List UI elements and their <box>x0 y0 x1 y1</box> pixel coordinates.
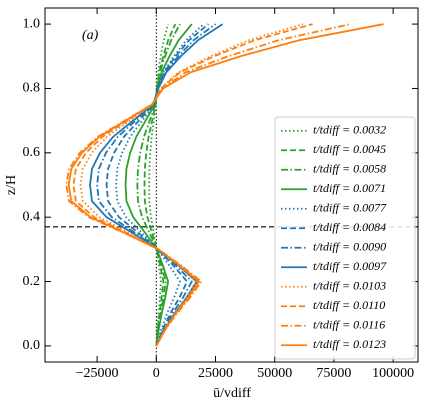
legend-label: t/tdiff = 0.0123 <box>313 337 386 351</box>
y-tick-label: 0.2 <box>23 274 41 289</box>
series-line <box>65 23 351 347</box>
legend-label: t/tdiff = 0.0084 <box>313 220 386 234</box>
legend-label: t/tdiff = 0.0077 <box>313 201 387 215</box>
legend-label: t/tdiff = 0.0032 <box>313 123 386 137</box>
x-tick-label: 0 <box>153 366 160 381</box>
series-line <box>124 23 193 347</box>
series-line <box>136 23 181 347</box>
legend-label: t/tdiff = 0.0071 <box>313 181 386 195</box>
y-tick-label: 0.4 <box>23 209 41 224</box>
y-tick-label: 0.6 <box>23 145 41 160</box>
series-line <box>67 23 384 347</box>
legend-label: t/tdiff = 0.0058 <box>313 162 386 176</box>
series-line <box>79 23 304 347</box>
y-tick-label: 0.0 <box>23 338 41 353</box>
x-axis-label: ū/vdiff <box>213 386 251 401</box>
legend-label: t/tdiff = 0.0090 <box>313 240 386 254</box>
x-tick-label: 25000 <box>198 366 233 381</box>
annotation: (a) <box>82 28 99 43</box>
legend-label: t/tdiff = 0.0097 <box>313 259 387 273</box>
x-tick-label: −25000 <box>76 366 119 381</box>
x-tick-label: 50000 <box>257 366 292 381</box>
legend-box <box>274 116 416 360</box>
y-axis-label: z/H <box>4 175 19 195</box>
legend-label: t/tdiff = 0.0103 <box>313 279 386 293</box>
x-tick-label: 100000 <box>372 366 414 381</box>
y-tick-label: 1.0 <box>23 16 41 31</box>
legend-label: t/tdiff = 0.0110 <box>313 298 385 312</box>
plot-frame <box>44 7 419 363</box>
y-tick-label: 0.8 <box>23 81 41 96</box>
series-line <box>89 23 224 347</box>
series-line <box>115 23 205 347</box>
legend-label: t/tdiff = 0.0116 <box>313 318 385 332</box>
x-tick-label: 75000 <box>316 366 351 381</box>
legend-label: t/tdiff = 0.0045 <box>313 142 386 156</box>
